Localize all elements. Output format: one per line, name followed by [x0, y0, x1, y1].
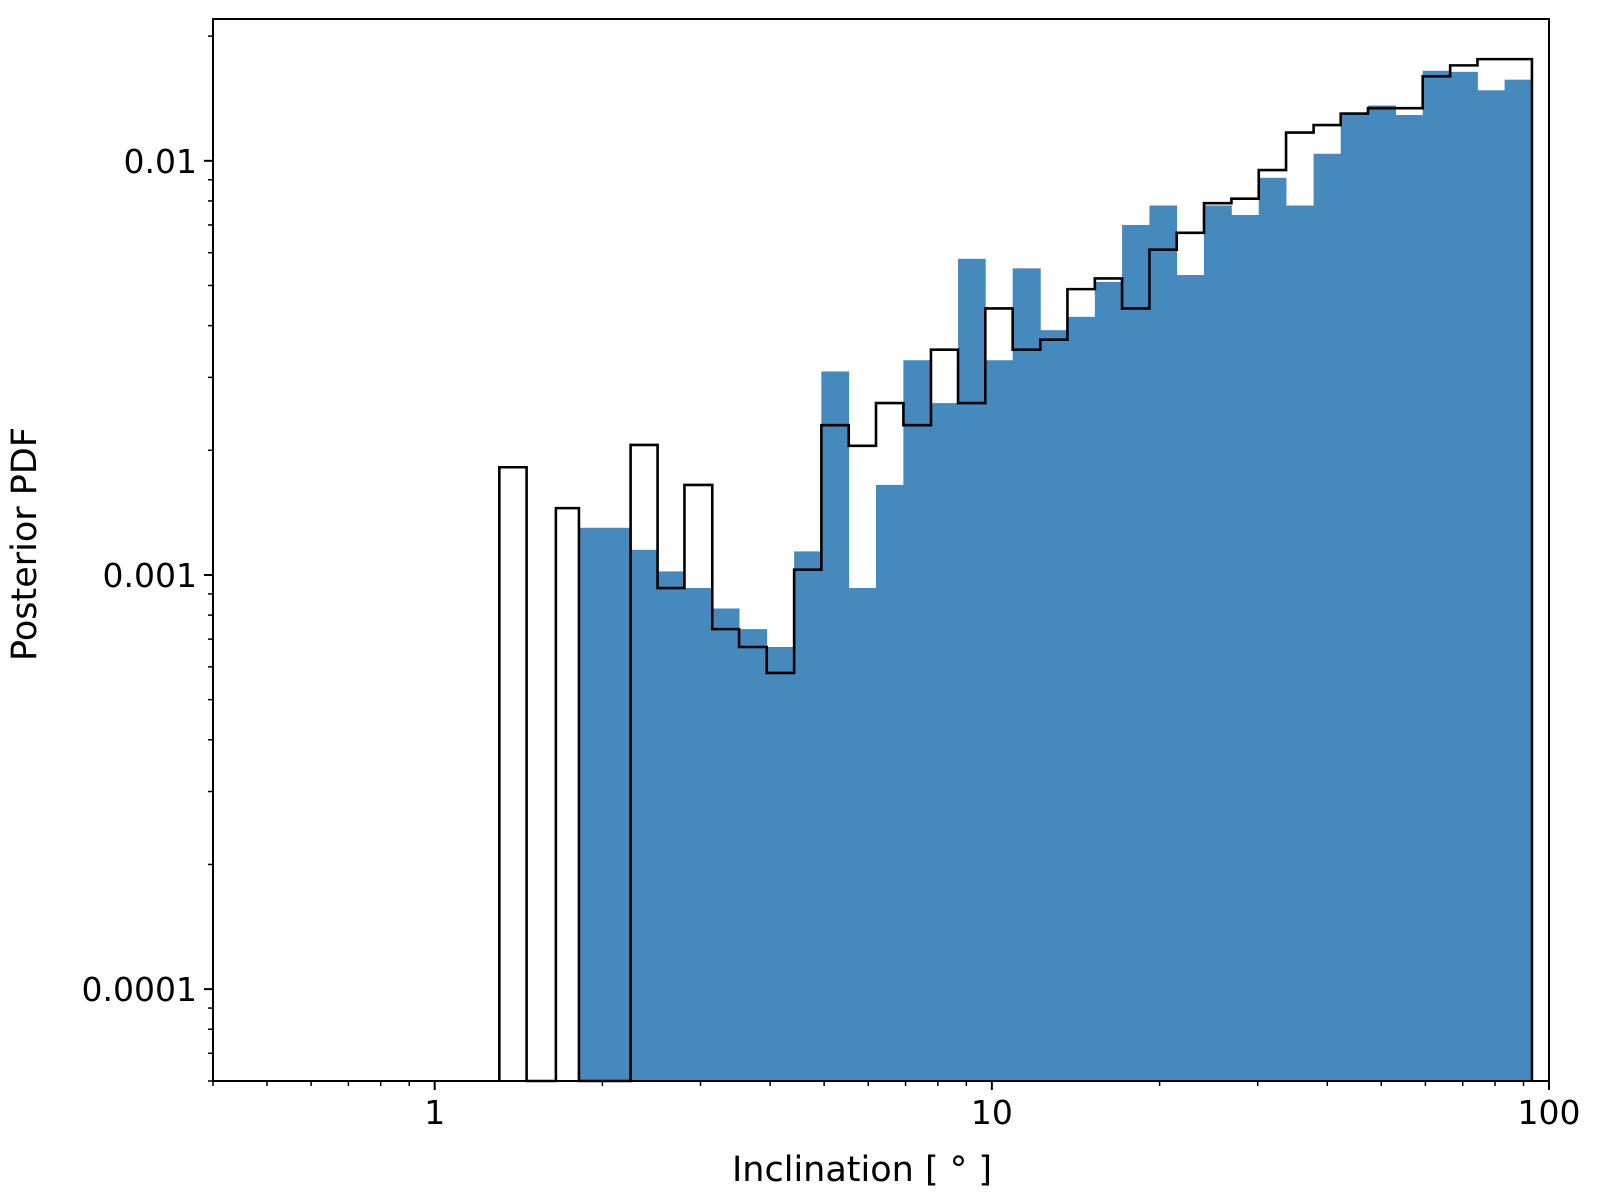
- histogram-bar: [1231, 214, 1260, 1081]
- plot-frame: [212, 18, 1550, 1082]
- histogram-bar: [1040, 330, 1068, 1081]
- histogram-bar: [739, 629, 768, 1081]
- histogram-bar: [1149, 205, 1178, 1081]
- histogram-bar: [1504, 79, 1533, 1081]
- histogram-bar: [821, 371, 850, 1081]
- histogram-bar: [684, 588, 713, 1081]
- x-tick-label: 10: [971, 1093, 1013, 1132]
- histogram-bar: [930, 403, 959, 1081]
- histogram-bar: [766, 646, 795, 1081]
- y-tick-label: 0.01: [124, 142, 197, 181]
- histogram-bar: [1395, 115, 1424, 1081]
- histogram-bar: [1204, 205, 1232, 1081]
- histogram-bar: [1067, 316, 1096, 1081]
- y-axis-ticks: 0.0001 0.001 0.01: [82, 35, 213, 1082]
- filled-histogram-series: [578, 70, 1533, 1082]
- x-axis-ticks: 1 10 100: [212, 1081, 1581, 1132]
- x-axis-label: Inclination [ ° ]: [732, 1150, 992, 1190]
- histogram-bar: [958, 258, 986, 1081]
- histogram-bar: [1450, 71, 1478, 1082]
- histogram-bar: [1012, 268, 1041, 1081]
- histogram-bar: [794, 551, 822, 1081]
- histogram-bar: [657, 571, 685, 1081]
- histogram-bar: [1422, 70, 1451, 1082]
- histogram-bar: [630, 549, 658, 1081]
- histogram-bar: [903, 360, 932, 1081]
- histogram-bar: [875, 484, 904, 1081]
- histogram-bar: [985, 360, 1014, 1081]
- histogram-bar: [1094, 281, 1123, 1081]
- step-histogram-series: [498, 57, 1534, 1083]
- histogram-bar: [1122, 224, 1150, 1081]
- histogram-bar: [1286, 205, 1315, 1081]
- histogram-bar: [848, 588, 877, 1081]
- x-tick-label: 1: [424, 1093, 445, 1132]
- histogram-bar: [1367, 105, 1396, 1082]
- histogram-bar: [578, 527, 632, 1081]
- histogram-bar: [1340, 112, 1369, 1081]
- y-tick-label: 0.001: [103, 556, 197, 595]
- histogram-bar: [1258, 177, 1287, 1081]
- step-histogram-line: [498, 57, 1534, 1083]
- y-tick-label: 0.0001: [82, 970, 197, 1009]
- histogram-bar: [1477, 90, 1506, 1082]
- histogram-bar: [1313, 153, 1342, 1082]
- x-tick-label: 100: [1518, 1093, 1581, 1132]
- histogram-bar: [1176, 275, 1205, 1081]
- histogram-bar: [712, 608, 740, 1081]
- y-axis-label: Posterior PDF: [5, 427, 45, 661]
